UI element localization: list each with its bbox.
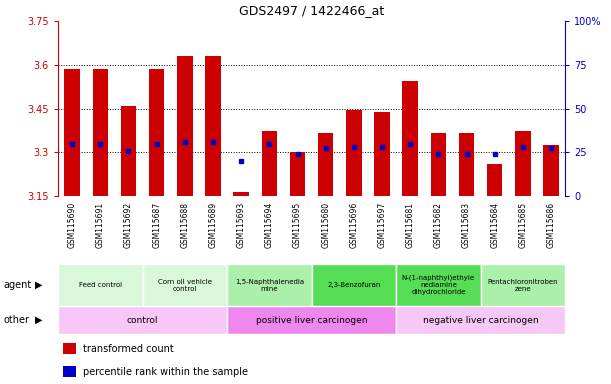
Text: transformed count: transformed count	[83, 344, 174, 354]
Bar	[515, 131, 531, 196]
Bar	[64, 69, 80, 196]
Text: GSM115685: GSM115685	[518, 202, 527, 248]
Text: GSM115680: GSM115680	[321, 202, 330, 248]
Text: GSM115692: GSM115692	[124, 202, 133, 248]
Text: GSM115689: GSM115689	[208, 202, 218, 248]
Text: GSM115684: GSM115684	[490, 202, 499, 248]
Text: Feed control: Feed control	[79, 282, 122, 288]
Bar	[346, 110, 362, 196]
Text: ▶: ▶	[35, 280, 42, 290]
Text: 1,5-Naphthalenedia
mine: 1,5-Naphthalenedia mine	[235, 279, 304, 291]
Bar	[58, 306, 227, 334]
Text: GSM115688: GSM115688	[180, 202, 189, 248]
Text: other: other	[3, 315, 29, 325]
Bar	[205, 56, 221, 196]
Bar	[121, 106, 136, 196]
Bar	[375, 112, 390, 196]
Text: GDS2497 / 1422466_at: GDS2497 / 1422466_at	[239, 4, 384, 17]
Bar	[177, 56, 192, 196]
Text: GSM115683: GSM115683	[462, 202, 471, 248]
Text: control: control	[127, 316, 158, 324]
Bar	[227, 264, 312, 306]
Bar	[92, 69, 108, 196]
Bar	[290, 152, 306, 196]
Text: GSM115696: GSM115696	[349, 202, 359, 248]
Text: N-(1-naphthyl)ethyle
nediamine
dihydrochloride: N-(1-naphthyl)ethyle nediamine dihydroch…	[402, 275, 475, 295]
Bar	[481, 264, 565, 306]
Text: Corn oil vehicle
control: Corn oil vehicle control	[158, 279, 212, 291]
Bar	[403, 81, 418, 196]
Text: ▶: ▶	[35, 315, 42, 325]
Text: GSM115682: GSM115682	[434, 202, 443, 248]
Bar	[459, 134, 474, 196]
Text: GSM115690: GSM115690	[68, 202, 76, 248]
Text: positive liver carcinogen: positive liver carcinogen	[256, 316, 367, 324]
Text: 2,3-Benzofuran: 2,3-Benzofuran	[327, 282, 381, 288]
Bar	[312, 264, 396, 306]
Bar	[58, 264, 142, 306]
Text: GSM115697: GSM115697	[378, 202, 387, 248]
Text: negative liver carcinogen: negative liver carcinogen	[423, 316, 538, 324]
Bar	[396, 306, 565, 334]
Bar	[149, 69, 164, 196]
Text: GSM115693: GSM115693	[236, 202, 246, 248]
Bar	[396, 264, 481, 306]
Bar	[233, 192, 249, 196]
Bar	[262, 131, 277, 196]
Text: GSM115681: GSM115681	[406, 202, 415, 248]
Text: GSM115694: GSM115694	[265, 202, 274, 248]
Bar	[63, 343, 76, 354]
Text: GSM115687: GSM115687	[152, 202, 161, 248]
Text: percentile rank within the sample: percentile rank within the sample	[83, 366, 249, 377]
Bar	[487, 164, 502, 196]
Text: GSM115686: GSM115686	[547, 202, 555, 248]
Bar	[227, 306, 396, 334]
Text: agent: agent	[3, 280, 31, 290]
Text: GSM115691: GSM115691	[96, 202, 105, 248]
Bar	[543, 145, 559, 196]
Text: Pentachloronitroben
zene: Pentachloronitroben zene	[488, 279, 558, 291]
Bar	[431, 134, 446, 196]
Bar	[63, 366, 76, 376]
Bar	[142, 264, 227, 306]
Text: GSM115695: GSM115695	[293, 202, 302, 248]
Bar	[318, 134, 334, 196]
